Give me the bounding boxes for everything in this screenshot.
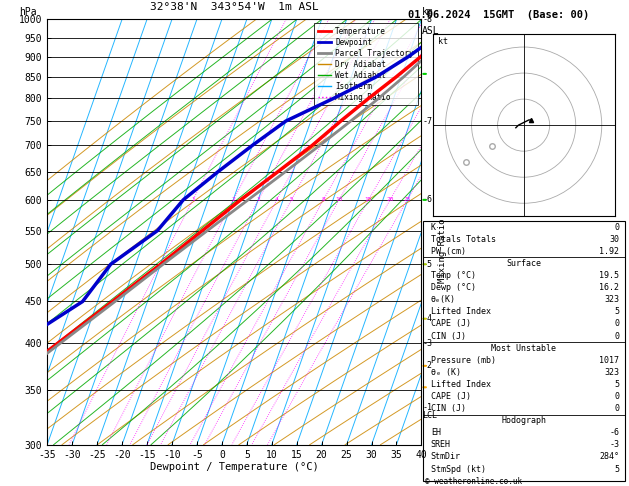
- Text: 323: 323: [604, 368, 619, 377]
- Text: Lifted Index: Lifted Index: [431, 307, 491, 316]
- Text: -1: -1: [422, 403, 432, 412]
- Text: 16.2: 16.2: [599, 283, 619, 292]
- Text: 5: 5: [614, 465, 619, 473]
- Legend: Temperature, Dewpoint, Parcel Trajectory, Dry Adiabat, Wet Adiabat, Isotherm, Mi: Temperature, Dewpoint, Parcel Trajectory…: [314, 23, 418, 105]
- Text: 20: 20: [386, 197, 394, 202]
- Text: 2: 2: [231, 197, 235, 202]
- Text: CAPE (J): CAPE (J): [431, 319, 470, 329]
- Text: -2: -2: [422, 362, 432, 370]
- Text: -8: -8: [422, 15, 432, 24]
- X-axis label: Dewpoint / Temperature (°C): Dewpoint / Temperature (°C): [150, 462, 319, 472]
- Text: © weatheronline.co.uk: © weatheronline.co.uk: [425, 477, 521, 486]
- Text: -6: -6: [422, 195, 432, 205]
- Text: Surface: Surface: [506, 259, 542, 268]
- Text: 0: 0: [614, 319, 619, 329]
- Text: 4: 4: [275, 197, 279, 202]
- Text: 10: 10: [335, 197, 343, 202]
- Text: 01.06.2024  15GMT  (Base: 00): 01.06.2024 15GMT (Base: 00): [408, 10, 589, 20]
- Text: CIN (J): CIN (J): [431, 331, 466, 341]
- Text: Pressure (mb): Pressure (mb): [431, 356, 496, 364]
- Text: 25: 25: [403, 197, 411, 202]
- Text: Hodograph: Hodograph: [501, 416, 547, 425]
- Text: θₑ(K): θₑ(K): [431, 295, 456, 304]
- Text: Mixing Ratio (g/kg): Mixing Ratio (g/kg): [438, 181, 447, 283]
- Text: CIN (J): CIN (J): [431, 404, 466, 413]
- Text: 1.92: 1.92: [599, 247, 619, 256]
- Text: 5: 5: [614, 380, 619, 389]
- Text: hPa: hPa: [19, 7, 36, 17]
- Text: -7: -7: [422, 117, 432, 125]
- Text: 30: 30: [609, 235, 619, 244]
- Text: -6: -6: [609, 428, 619, 437]
- Text: CAPE (J): CAPE (J): [431, 392, 470, 401]
- Text: 0: 0: [614, 331, 619, 341]
- Text: Dewp (°C): Dewp (°C): [431, 283, 476, 292]
- Text: 284°: 284°: [599, 452, 619, 461]
- Text: km: km: [421, 7, 433, 17]
- Text: 1017: 1017: [599, 356, 619, 364]
- Text: SREH: SREH: [431, 440, 451, 450]
- Text: -5: -5: [422, 260, 432, 269]
- Text: -4: -4: [422, 314, 432, 323]
- Text: StmDir: StmDir: [431, 452, 461, 461]
- Text: 32°38'N  343°54'W  1m ASL: 32°38'N 343°54'W 1m ASL: [150, 2, 319, 12]
- Text: -3: -3: [609, 440, 619, 450]
- Text: 3: 3: [257, 197, 260, 202]
- Text: Totals Totals: Totals Totals: [431, 235, 496, 244]
- Text: 323: 323: [604, 295, 619, 304]
- Text: Most Unstable: Most Unstable: [491, 344, 557, 353]
- Text: 15: 15: [365, 197, 372, 202]
- Text: PW (cm): PW (cm): [431, 247, 466, 256]
- Text: 0: 0: [614, 223, 619, 232]
- Text: -3: -3: [422, 339, 432, 347]
- Text: Temp (°C): Temp (°C): [431, 271, 476, 280]
- Text: 19.5: 19.5: [599, 271, 619, 280]
- Text: ASL: ASL: [421, 26, 439, 36]
- Text: kt: kt: [438, 37, 448, 47]
- Text: 0: 0: [614, 392, 619, 401]
- Text: 0: 0: [614, 404, 619, 413]
- Text: StmSpd (kt): StmSpd (kt): [431, 465, 486, 473]
- Text: 1: 1: [191, 197, 195, 202]
- Text: θₑ (K): θₑ (K): [431, 368, 461, 377]
- Text: K: K: [431, 223, 436, 232]
- Text: 8: 8: [321, 197, 325, 202]
- Text: LCL: LCL: [422, 412, 437, 420]
- Text: 5: 5: [614, 307, 619, 316]
- Text: 5: 5: [289, 197, 293, 202]
- Text: Lifted Index: Lifted Index: [431, 380, 491, 389]
- Text: EH: EH: [431, 428, 441, 437]
